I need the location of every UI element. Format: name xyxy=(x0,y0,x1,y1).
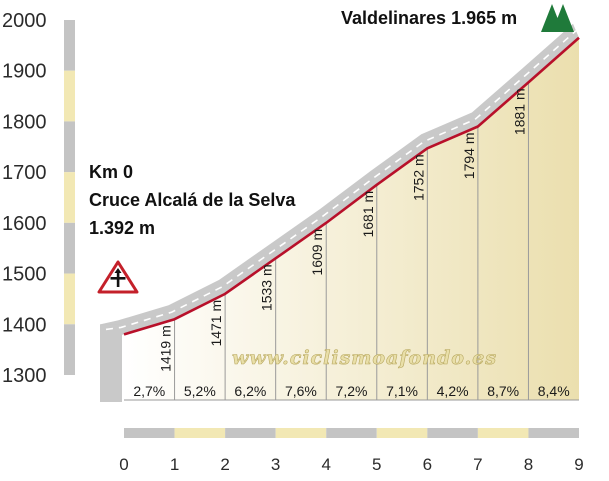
x-axis-bar-segment xyxy=(326,428,377,438)
altitude-label: 1794 m xyxy=(461,133,477,180)
y-tick-label: 1300 xyxy=(2,365,47,387)
y-tick-label: 1400 xyxy=(2,314,47,336)
y-axis-bar-segment xyxy=(64,273,75,325)
start-annotation: Km 0 Cruce Alcalá de la Selva 1.392 m xyxy=(89,162,296,238)
start-annotation-line-2: Cruce Alcalá de la Selva xyxy=(89,190,296,210)
gradient-label: 8,4% xyxy=(538,383,570,399)
altitude-label: 1681 m xyxy=(360,191,376,238)
y-axis-tick-labels: 2000 1900 1800 1700 1600 1500 1400 1300 xyxy=(2,10,47,387)
x-tick-label: 2 xyxy=(220,455,229,474)
x-axis-bar-segment xyxy=(225,428,276,438)
road-band xyxy=(100,23,580,402)
summit-label: Valdelinares 1.965 m xyxy=(341,8,517,28)
gradient-labels: 2,7% 5,2% 6,2% 7,6% 7,2% 7,1% 4,2% 8,7% 8,4% xyxy=(133,383,569,399)
gradient-label: 2,7% xyxy=(133,383,165,399)
x-axis-bar-segment xyxy=(275,428,327,438)
profile-fill xyxy=(124,37,579,400)
x-tick-label: 9 xyxy=(574,455,583,474)
profile-area xyxy=(124,37,579,400)
gradient-label: 7,1% xyxy=(386,383,418,399)
summit-tree-icon xyxy=(541,4,574,32)
road-edge xyxy=(100,324,122,402)
x-axis-bar-segment xyxy=(124,428,175,438)
x-tick-label: 3 xyxy=(271,455,280,474)
start-annotation-line-1: Km 0 xyxy=(89,162,133,182)
x-tick-label: 7 xyxy=(473,455,482,474)
gradient-label: 6,2% xyxy=(234,383,266,399)
road-centerline xyxy=(105,30,577,331)
y-tick-label: 1800 xyxy=(2,111,47,133)
start-annotation-line-3: 1.392 m xyxy=(89,218,155,238)
y-tick-label: 1500 xyxy=(2,264,47,286)
gradient-label: 4,2% xyxy=(437,383,469,399)
y-tick-label: 1900 xyxy=(2,61,47,83)
y-tick-label: 1700 xyxy=(2,162,47,184)
x-tick-label: 4 xyxy=(321,455,330,474)
x-axis-bar xyxy=(124,428,579,438)
y-axis-bar-segment xyxy=(64,70,75,122)
gradient-label: 5,2% xyxy=(184,383,216,399)
y-axis-bar xyxy=(64,20,75,375)
altitude-labels: 1419 m 1471 m 1533 m 1609 m 1681 m 1752 m 1794… xyxy=(158,88,528,372)
y-axis-bar-segment xyxy=(64,222,75,274)
x-tick-label: 8 xyxy=(524,455,533,474)
x-tick-label: 6 xyxy=(423,455,432,474)
x-axis-bar-segment xyxy=(528,428,579,438)
y-axis-bar-segment xyxy=(64,172,75,223)
gradient-label: 8,7% xyxy=(487,383,519,399)
x-tick-label: 5 xyxy=(372,455,381,474)
x-axis-tick-labels: 0 1 2 3 4 5 6 7 8 9 xyxy=(119,455,583,474)
profile-line xyxy=(123,36,580,336)
y-tick-label: 2000 xyxy=(2,10,47,32)
altitude-label: 1533 m xyxy=(259,264,275,311)
y-tick-label: 1600 xyxy=(2,213,47,235)
watermark: www.ciclismoafondo.es xyxy=(232,347,497,369)
y-axis-bar-segment xyxy=(64,324,75,375)
gradient-label: 7,6% xyxy=(285,383,317,399)
x-axis-bar-segment xyxy=(376,428,428,438)
crossroad-sign-icon xyxy=(97,260,139,294)
x-tick-label: 0 xyxy=(119,455,128,474)
y-axis-bar-segment xyxy=(64,121,75,173)
gradient-label: 7,2% xyxy=(336,383,368,399)
altitude-label: 1609 m xyxy=(309,229,325,276)
altitude-label: 1471 m xyxy=(208,300,224,347)
y-axis-bar-segment xyxy=(64,20,75,71)
altitude-label: 1881 m xyxy=(511,88,527,135)
altitude-label: 1419 m xyxy=(158,325,174,372)
segment-dividers xyxy=(124,82,579,401)
x-axis-bar-segment xyxy=(174,428,226,438)
altitude-label: 1752 m xyxy=(410,154,426,201)
x-axis-bar-segment xyxy=(477,428,529,438)
x-tick-label: 1 xyxy=(170,455,179,474)
x-axis-bar-segment xyxy=(427,428,478,438)
